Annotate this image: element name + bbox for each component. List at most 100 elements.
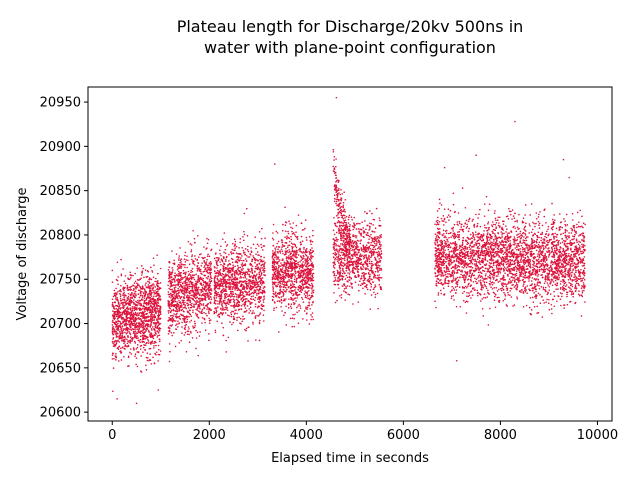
data-point <box>149 293 152 295</box>
data-point <box>170 283 173 286</box>
data-point <box>144 269 147 271</box>
data-point <box>189 243 192 245</box>
data-point <box>197 256 200 258</box>
data-point <box>218 303 221 305</box>
data-point <box>190 282 193 285</box>
data-point <box>134 325 136 328</box>
data-point <box>230 285 232 288</box>
data-point <box>290 267 293 270</box>
data-point <box>116 335 119 338</box>
data-point <box>257 314 259 317</box>
data-point <box>206 242 209 245</box>
data-point <box>215 259 217 262</box>
data-point <box>195 280 197 283</box>
data-point <box>305 312 308 315</box>
data-point <box>271 237 274 240</box>
data-point <box>183 258 186 260</box>
data-point <box>218 249 221 252</box>
data-point <box>116 261 119 264</box>
data-point <box>145 315 147 318</box>
data-point <box>167 327 170 329</box>
data-point <box>309 284 311 287</box>
data-point <box>185 323 188 326</box>
data-point <box>307 256 309 258</box>
data-point <box>119 350 121 353</box>
data-point <box>131 324 134 327</box>
data-point <box>173 292 176 294</box>
data-point <box>148 297 151 299</box>
data-point <box>203 311 205 314</box>
data-point <box>294 266 296 269</box>
data-point <box>299 281 301 283</box>
data-point <box>312 289 315 292</box>
data-point <box>216 257 219 259</box>
data-point <box>215 309 218 311</box>
data-point <box>281 230 284 232</box>
data-point <box>236 261 239 264</box>
data-point <box>206 237 208 240</box>
data-point <box>133 302 135 304</box>
data-point <box>216 277 219 280</box>
data-point <box>251 271 254 274</box>
data-point <box>123 323 126 326</box>
data-point <box>193 291 195 294</box>
data-point <box>298 293 301 296</box>
data-point <box>225 304 228 307</box>
data-point <box>251 291 254 294</box>
data-point <box>218 270 221 272</box>
data-point <box>152 287 155 290</box>
data-point <box>261 267 264 269</box>
data-point <box>302 254 305 257</box>
data-point <box>170 282 173 285</box>
data-point <box>302 274 304 277</box>
data-point <box>252 292 255 295</box>
data-point <box>234 243 236 245</box>
data-point <box>306 308 308 311</box>
data-point <box>157 353 160 356</box>
data-point <box>309 251 311 254</box>
data-point <box>221 259 224 261</box>
data-point <box>159 311 161 314</box>
data-point <box>263 282 265 284</box>
data-point <box>235 295 238 298</box>
data-point <box>307 278 309 281</box>
data-point <box>153 309 155 311</box>
data-point <box>204 281 207 283</box>
data-point <box>291 245 293 248</box>
data-point <box>189 301 192 303</box>
data-point <box>222 290 225 293</box>
data-point <box>272 276 274 278</box>
data-point <box>136 282 138 285</box>
data-point <box>294 286 296 288</box>
data-point <box>218 293 220 296</box>
data-point <box>153 293 156 295</box>
data-point <box>134 335 136 338</box>
data-point <box>304 262 307 264</box>
data-point <box>359 278 362 280</box>
data-point <box>380 236 382 238</box>
data-point <box>114 304 117 307</box>
data-point <box>249 284 252 287</box>
data-point <box>197 280 199 282</box>
data-point <box>225 282 228 285</box>
data-point <box>143 302 145 305</box>
data-point <box>224 258 227 261</box>
data-point <box>290 242 293 245</box>
data-point <box>118 325 121 327</box>
data-point <box>170 273 172 276</box>
data-point <box>279 288 282 290</box>
data-point <box>156 325 159 327</box>
data-point <box>118 305 120 308</box>
data-point <box>295 281 298 284</box>
data-point <box>251 285 253 288</box>
data-point <box>301 240 304 242</box>
data-point <box>142 329 144 332</box>
data-point <box>369 210 371 212</box>
data-point <box>155 291 158 293</box>
data-point <box>112 367 115 369</box>
data-point <box>148 292 151 295</box>
data-point <box>214 275 217 277</box>
data-point <box>257 254 259 256</box>
data-point <box>118 315 120 318</box>
data-point <box>242 276 245 279</box>
